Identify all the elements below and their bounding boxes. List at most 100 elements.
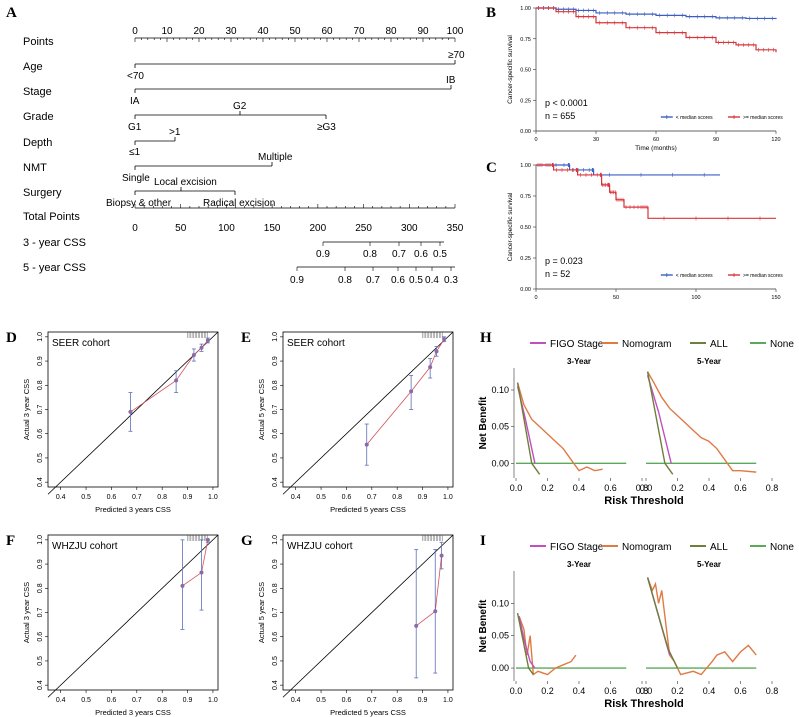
calibration-point [414, 623, 419, 628]
x-axis-label: Risk Threshold [604, 495, 683, 507]
css3-tick-label: 0.9 [316, 249, 330, 260]
row-label-surgery: Surgery [23, 187, 62, 199]
y-tick-label: 0.50 [520, 68, 531, 74]
calibration-panel-f: F 0.4 0.5 0.6 0.7 0.8 0.9 1.0 0.4 0.5 0.6 0.7 0.8 0.… [6, 533, 219, 717]
x-tick-label: 0.5 [81, 494, 91, 501]
calibration-point [433, 609, 438, 614]
y-tick-label: 1.0 [37, 535, 44, 545]
km-panel-b: B 0.00 0.25 0.50 0.75 1.00 0 30 60 90 120 Time (mo… [486, 5, 783, 152]
y-axis-label: Cancer-specific survival [507, 35, 514, 104]
dca-curve-all [516, 612, 534, 675]
y-tick-label: 0.8 [272, 583, 279, 593]
x-tick-label: 0.5 [316, 494, 326, 501]
y-axis-label: Actual 5 year CSS [257, 582, 266, 643]
y-tick-label: 0.50 [520, 225, 531, 231]
x-tick-label: 1.0 [443, 494, 453, 501]
points-tick-label: 80 [385, 26, 397, 37]
calibration-point [205, 537, 210, 542]
y-tick-label: 0.8 [272, 380, 279, 390]
panel-label-c: C [486, 160, 497, 176]
total-points-axis: 0 50 100 150 200 250 300 350 [132, 204, 464, 234]
x-tick-label: 100 [691, 295, 700, 301]
y-tick-label: 0.6 [272, 632, 279, 642]
calibration-line [182, 539, 209, 587]
calibration-point [128, 409, 133, 414]
y-tick-label: 0.05 [491, 631, 509, 641]
x-axis-label: Predicted 5 years CSS [330, 505, 406, 514]
y-tick-label: 0.6 [272, 429, 279, 439]
legend-label: >= median scores [743, 115, 783, 121]
calibration-panel-d: D 0.4 0.5 0.6 0.7 0.8 0.9 1.0 0.4 0.5 0.6 0.7 0.8 0.… [6, 330, 219, 514]
age-low-label: <70 [127, 71, 144, 82]
css5-tick-label: 0.9 [290, 275, 304, 286]
stage-high-label: IB [446, 75, 456, 86]
x-tick-label: 0.9 [183, 697, 193, 704]
y-tick-label: 0.10 [491, 598, 509, 608]
y-tick-label: 1.0 [37, 332, 44, 342]
calibration-point [199, 345, 204, 350]
y-tick-label: 0.25 [520, 98, 531, 104]
total-tick-label: 100 [218, 223, 235, 234]
row-label-points: Points [23, 36, 54, 48]
calibration-point [439, 553, 444, 558]
cohort-title: SEER cohort [287, 338, 345, 349]
x-tick-label: 150 [771, 295, 780, 301]
y-tick-label: 1.0 [272, 535, 279, 545]
legend-label: FIGO Stage [550, 339, 604, 350]
x-tick-label: 0 [534, 137, 537, 143]
y-axis-label: Actual 5 year CSS [257, 379, 266, 440]
grade-g3-label: ≥G3 [317, 122, 336, 133]
x-tick-label: 0.8 [636, 686, 649, 696]
y-tick-label: 1.00 [520, 163, 531, 169]
points-tick-label: 100 [447, 26, 464, 37]
x-tick-label: 0.0 [510, 686, 523, 696]
x-tick-label: 30 [593, 137, 599, 143]
x-tick-label: 0.2 [671, 686, 684, 696]
x-tick-label: 0.4 [573, 483, 586, 493]
ideal-diagonal [47, 331, 219, 495]
p-value-label: p = 0.023 [545, 256, 583, 266]
x-tick-label: 0.8 [766, 686, 779, 696]
nmt-low-label: Single [122, 173, 150, 184]
x-tick-label: 0.8 [636, 483, 649, 493]
calibration-point [409, 389, 414, 394]
x-tick-label: 0.9 [183, 494, 193, 501]
calibration-panel-g: G 0.4 0.5 0.6 0.7 0.8 0.9 1.0 0.4 0.5 0.6 0.7 0.8 0.… [241, 533, 454, 717]
x-tick-label: 0.0 [510, 483, 523, 493]
x-tick-label: 1.0 [443, 697, 453, 704]
p-value-label: p < 0.0001 [545, 98, 588, 108]
total-tick-label: 350 [447, 223, 464, 234]
km-curve-high [536, 164, 776, 219]
y-tick-label: 0.4 [272, 680, 279, 690]
km-curve-high [536, 7, 777, 53]
row-label-css5: 5 - year CSS [23, 262, 86, 274]
depth-high-label: >1 [169, 127, 181, 138]
points-tick-label: 10 [161, 26, 173, 37]
dca-panel-h: H FIGO Stage Nomogram ALL None 3-Year 0.0 0.2 0… [478, 330, 794, 507]
calibration-panel-e: E 0.4 0.5 0.6 0.7 0.8 0.9 1.0 0.4 0.5 0.6 0.7 0.8 0.… [241, 330, 454, 514]
panel-label-f: F [6, 533, 15, 549]
total-tick-label: 50 [175, 223, 187, 234]
grade-g1-label: G1 [128, 122, 142, 133]
panel-label-b: B [486, 5, 496, 21]
calibration-point [205, 338, 210, 343]
km-curve-low [536, 7, 777, 20]
facet-title: 5-Year [697, 357, 721, 366]
plot-frame [47, 534, 219, 691]
y-tick-label: 0.00 [520, 129, 531, 135]
y-tick-label: 0.00 [520, 287, 531, 293]
ideal-diagonal [282, 331, 454, 495]
x-tick-label: 0.7 [367, 494, 377, 501]
panel-label-a: A [6, 5, 17, 21]
x-tick-label: 0.8 [392, 494, 402, 501]
x-axis-label: Predicted 3 years CSS [95, 505, 171, 514]
x-tick-label: 0.7 [132, 494, 142, 501]
x-tick-label: 0.5 [81, 697, 91, 704]
dca-curve-figo-stage [518, 616, 536, 669]
row-label-css3: 3 - year CSS [23, 237, 86, 249]
dca-panel-i: I FIGO Stage Nomogram ALL None 3-Year 0.0 0.2 0… [478, 533, 794, 710]
x-tick-label: 1.0 [208, 494, 218, 501]
calibration-point [434, 349, 439, 354]
x-tick-label: 60 [653, 137, 659, 143]
points-tick-label: 40 [257, 26, 269, 37]
